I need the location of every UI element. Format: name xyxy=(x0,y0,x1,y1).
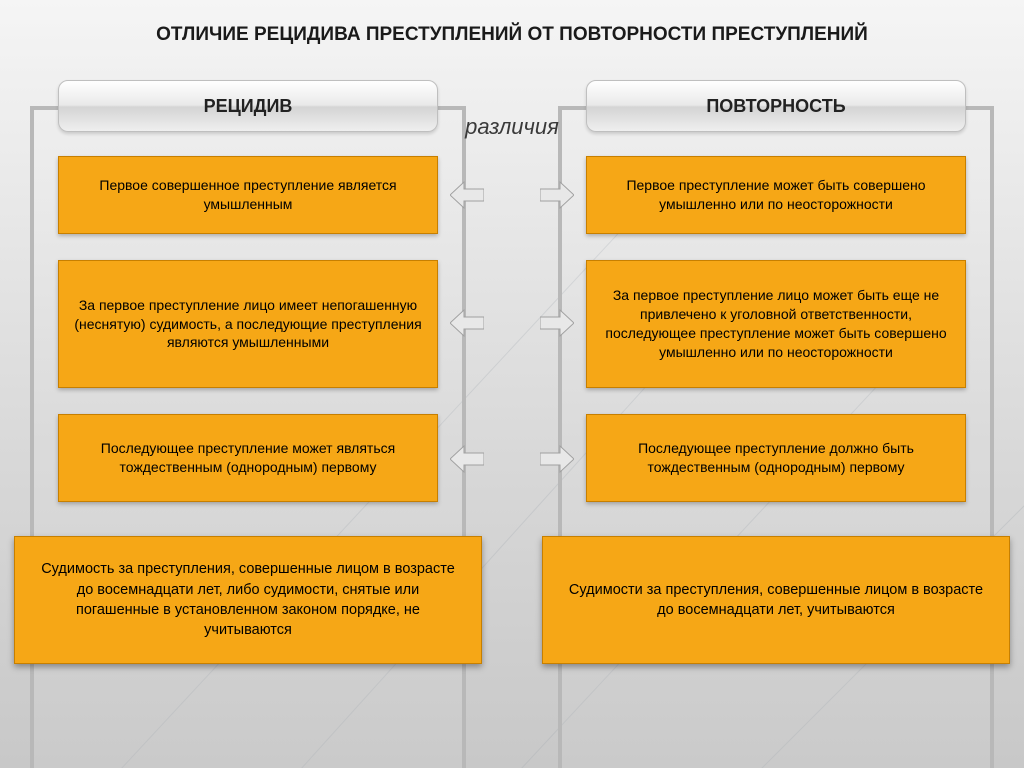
row1-left-box: Первое совершенное преступление является… xyxy=(58,156,438,234)
row2-arrow-left-icon xyxy=(450,308,484,338)
left-footer-box: Судимость за преступления, совершенные л… xyxy=(14,536,482,664)
row3-arrow-left-icon xyxy=(450,444,484,474)
row3-arrow-right-icon xyxy=(540,444,574,474)
row2-right-box: За первое преступление лицо может быть е… xyxy=(586,260,966,388)
row2-left-box: За первое преступление лицо имеет непога… xyxy=(58,260,438,388)
row2-arrow-right-icon xyxy=(540,308,574,338)
row3-right-box: Последующее преступление должно быть тож… xyxy=(586,414,966,502)
row3-left-box: Последующее преступление может являться … xyxy=(58,414,438,502)
row1-arrow-left-icon xyxy=(450,180,484,210)
right-column-header: ПОВТОРНОСТЬ xyxy=(586,80,966,132)
slide-title: ОТЛИЧИЕ РЕЦИДИВА ПРЕСТУПЛЕНИЙ ОТ ПОВТОРН… xyxy=(0,24,1024,46)
left-column-header: РЕЦИДИВ xyxy=(58,80,438,132)
right-footer-box: Судимости за преступления, совершенные л… xyxy=(542,536,1010,664)
row1-arrow-right-icon xyxy=(540,180,574,210)
row1-right-box: Первое преступление может быть совершено… xyxy=(586,156,966,234)
